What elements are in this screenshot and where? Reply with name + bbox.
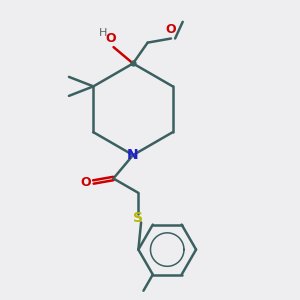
Text: H: H (98, 28, 107, 38)
Text: O: O (166, 23, 176, 36)
Text: N: N (127, 148, 139, 162)
Text: O: O (80, 176, 91, 188)
Text: S: S (134, 212, 143, 225)
Text: O: O (106, 32, 116, 45)
